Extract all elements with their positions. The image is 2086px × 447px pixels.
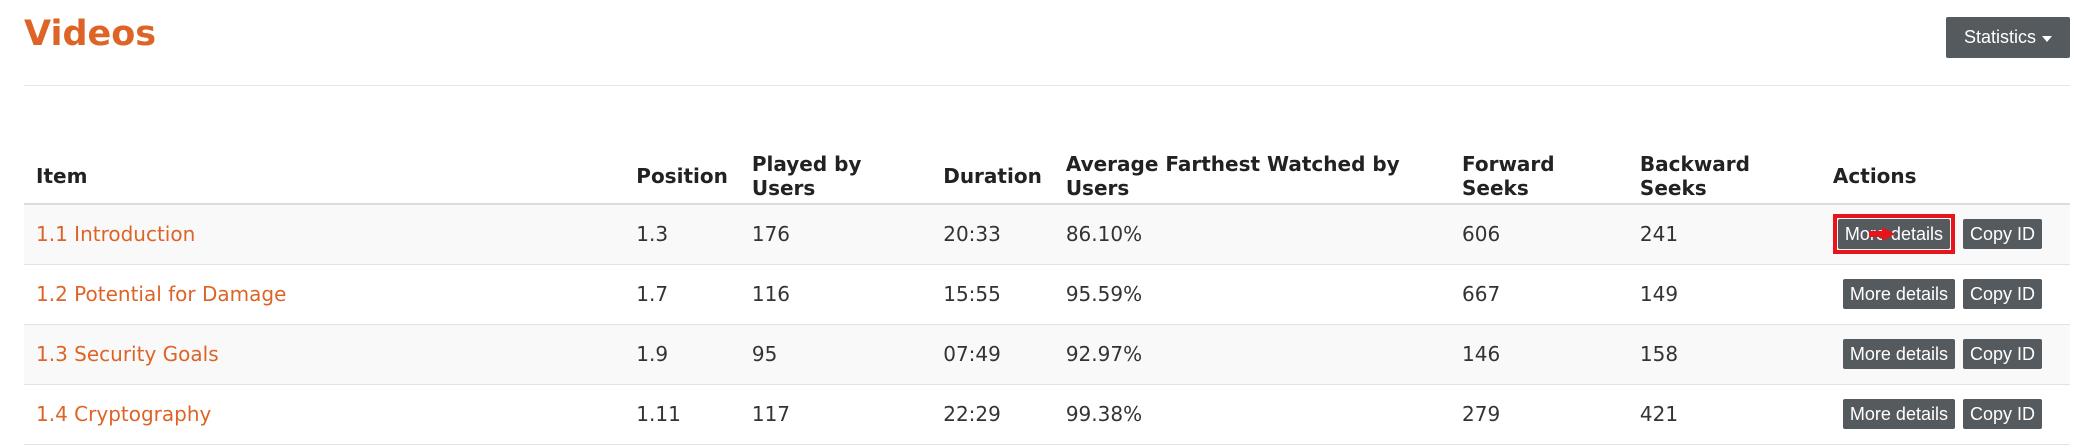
- copy-id-button[interactable]: Copy ID: [1962, 339, 2042, 369]
- avg-watched-cell: 86.10%: [1053, 204, 1450, 265]
- copy-id-button[interactable]: Copy ID: [1962, 399, 2042, 429]
- arrow-right-icon: [1868, 227, 1895, 242]
- actions-cell: More details Copy ID: [1820, 324, 2070, 385]
- played-cell: 95: [739, 324, 932, 385]
- column-header-position[interactable]: Position: [624, 148, 740, 205]
- caret-down-icon: [2042, 35, 2053, 42]
- duration-cell: 20:33: [931, 204, 1054, 265]
- backward-seeks-cell: 158: [1627, 324, 1821, 385]
- table-row: 1.2 Potential for Damage 1.7 116 15:55 9…: [24, 264, 2070, 325]
- actions-group: More details Copy ID: [1833, 339, 2058, 369]
- avg-watched-cell: 95.59%: [1053, 264, 1450, 325]
- column-header-actions: Actions: [1820, 148, 2070, 205]
- column-header-average-farthest-watched[interactable]: Average Farthest Watched by Users: [1053, 148, 1450, 205]
- item-link[interactable]: 1.2 Potential for Damage: [36, 282, 287, 306]
- statistics-dropdown-button[interactable]: Statistics: [1946, 17, 2070, 58]
- item-cell: 1.4 Cryptography: [24, 384, 625, 445]
- copy-id-button[interactable]: Copy ID: [1962, 219, 2042, 250]
- forward-seeks-cell: 146: [1450, 324, 1628, 385]
- page-title: Videos: [24, 14, 157, 54]
- duration-cell: 22:29: [931, 384, 1054, 445]
- duration-cell: 15:55: [931, 264, 1054, 325]
- more-details-button[interactable]: More details: [1842, 279, 1955, 309]
- actions-group: More details Copy ID: [1833, 399, 2058, 429]
- duration-cell: 07:49: [931, 324, 1054, 385]
- item-link[interactable]: 1.4 Cryptography: [36, 402, 212, 426]
- forward-seeks-cell: 606: [1450, 204, 1628, 265]
- backward-seeks-cell: 421: [1627, 384, 1821, 445]
- actions-group: More details Copy ID: [1832, 214, 2058, 255]
- copy-id-button[interactable]: Copy ID: [1962, 279, 2042, 309]
- position-cell: 1.3: [624, 204, 740, 265]
- actions-cell: More details Copy ID: [1820, 204, 2070, 265]
- played-cell: 176: [739, 204, 932, 265]
- column-header-item[interactable]: Item: [24, 148, 625, 205]
- column-header-duration[interactable]: Duration: [931, 148, 1054, 205]
- position-cell: 1.7: [624, 264, 740, 325]
- actions-cell: More details Copy ID: [1820, 264, 2070, 325]
- statistics-label: Statistics: [1963, 27, 2037, 47]
- item-link[interactable]: 1.1 Introduction: [36, 222, 196, 247]
- actions-cell: More details Copy ID: [1820, 384, 2070, 445]
- videos-table: Item Position Played by Users Duration A…: [24, 148, 2070, 445]
- column-header-forward-seeks[interactable]: Forward Seeks: [1450, 148, 1628, 205]
- item-link[interactable]: 1.3 Security Goals: [36, 342, 219, 366]
- backward-seeks-cell: 149: [1627, 264, 1821, 325]
- column-header-backward-seeks[interactable]: Backward Seeks: [1627, 148, 1821, 205]
- played-cell: 116: [739, 264, 932, 325]
- position-cell: 1.11: [624, 384, 740, 445]
- table-row: 1.4 Cryptography 1.11 117 22:29 99.38% 2…: [24, 384, 2070, 445]
- table-row: 1.3 Security Goals 1.9 95 07:49 92.97% 1…: [24, 324, 2070, 385]
- avg-watched-cell: 92.97%: [1053, 324, 1450, 385]
- page-header: Videos Statistics: [24, 0, 2070, 86]
- avg-watched-cell: 99.38%: [1053, 384, 1450, 445]
- more-details-button[interactable]: More details: [1842, 399, 1955, 429]
- column-header-played-by-users[interactable]: Played by Users: [739, 148, 932, 205]
- more-details-button[interactable]: More details: [1842, 339, 1955, 369]
- item-cell: 1.3 Security Goals: [24, 324, 625, 385]
- position-cell: 1.9: [624, 324, 740, 385]
- item-cell: 1.1 Introduction: [24, 204, 625, 265]
- actions-group: More details Copy ID: [1833, 279, 2058, 309]
- item-cell: 1.2 Potential for Damage: [24, 264, 625, 325]
- forward-seeks-cell: 279: [1450, 384, 1628, 445]
- played-cell: 117: [739, 384, 932, 445]
- table-row: 1.1 Introduction 1.3 176 20:33 86.10% 60…: [24, 204, 2070, 265]
- forward-seeks-cell: 667: [1450, 264, 1628, 325]
- table-header-row: Item Position Played by Users Duration A…: [24, 148, 2070, 205]
- backward-seeks-cell: 241: [1627, 204, 1821, 265]
